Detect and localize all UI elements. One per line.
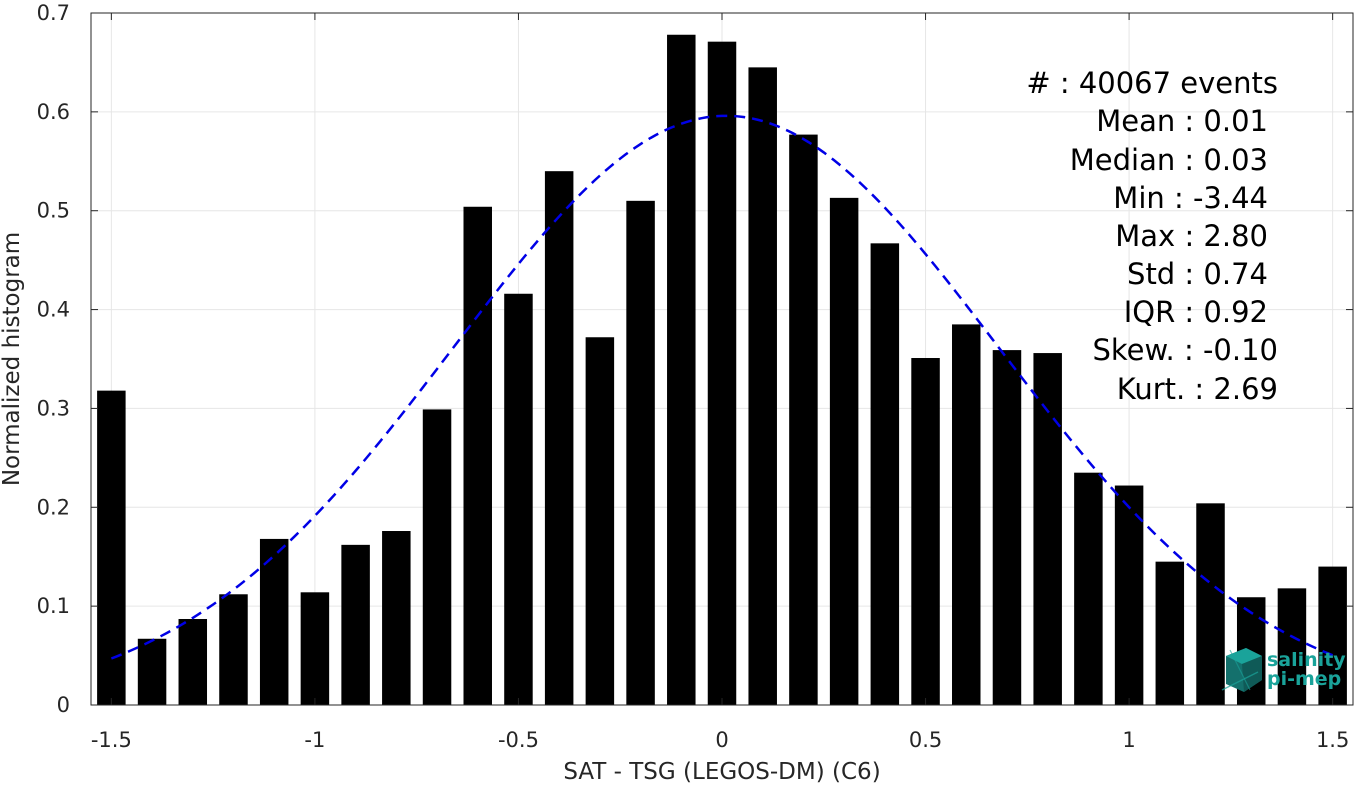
- histogram-bar: [544, 171, 574, 705]
- stat-kurt: Kurt. : 2.69: [1117, 372, 1278, 406]
- x-tick-label: 1: [1122, 728, 1135, 752]
- y-tick-label: 0: [57, 693, 70, 717]
- x-tick-label: 0.5: [909, 728, 942, 752]
- y-tick-labels: 0 0.1 0.2 0.3 0.4 0.5 0.6 0.7: [37, 1, 70, 717]
- stat-min: Min : -3.44: [1113, 181, 1268, 215]
- histogram-bar: [1196, 503, 1225, 705]
- histogram-bar: [952, 324, 981, 705]
- y-tick-label: 0.4: [37, 298, 70, 322]
- histogram-bar: [626, 200, 655, 706]
- stat-std: Std : 0.74: [1127, 257, 1268, 291]
- histogram-bar: [422, 409, 452, 705]
- histogram-bar: [259, 538, 289, 705]
- histogram-bar: [137, 638, 167, 705]
- histogram-bar: [748, 67, 777, 705]
- histogram-bar: [992, 350, 1022, 705]
- x-tick-label: -1.5: [91, 728, 132, 752]
- x-tick-label: 0: [715, 728, 728, 752]
- histogram-bar: [585, 337, 615, 705]
- histogram-bars: [97, 34, 1347, 706]
- cube-logo-icon: [1221, 648, 1262, 692]
- histogram-bar: [1277, 588, 1307, 705]
- x-tick-label: -1: [304, 728, 325, 752]
- histogram-bar: [870, 243, 900, 705]
- histogram-bar: [1033, 353, 1062, 705]
- y-tick-label: 0.1: [37, 594, 70, 618]
- histogram-bar: [1114, 485, 1144, 705]
- histogram-bar: [667, 34, 696, 705]
- x-tick-label: -0.5: [498, 728, 539, 752]
- y-tick-label: 0.2: [37, 495, 70, 519]
- histogram-bar: [300, 592, 330, 705]
- histogram-bar: [707, 41, 737, 705]
- y-tick-label: 0.5: [37, 199, 70, 223]
- salinity-pimep-logo: salinity pi-mep: [1221, 648, 1346, 692]
- normal-fit-curve: [110, 114, 1334, 660]
- histogram-bar: [1155, 561, 1185, 705]
- histogram-bar: [1074, 472, 1103, 705]
- histogram-bar: [178, 618, 208, 705]
- logo-line2: pi-mep: [1267, 668, 1341, 690]
- histogram-bar: [97, 390, 126, 705]
- axis-ticks: [91, 12, 1353, 706]
- histogram-bar: [463, 206, 492, 705]
- stat-skew: Skew. : -0.10: [1092, 333, 1278, 367]
- histogram-bar: [382, 531, 411, 705]
- y-tick-label: 0.7: [37, 1, 70, 25]
- statistics-box: # : 40067 events Mean : 0.01 Median : 0.…: [1026, 66, 1278, 406]
- histogram-bar: [829, 197, 859, 705]
- stat-max: Max : 2.80: [1115, 219, 1268, 253]
- histogram-bar: [1318, 566, 1347, 705]
- histogram-bar: [504, 293, 533, 705]
- x-axis-label: SAT - TSG (LEGOS-DM) (C6): [563, 759, 880, 785]
- stat-count: # : 40067 events: [1026, 66, 1278, 100]
- histogram-bar: [341, 544, 370, 705]
- y-axis-label: Normalized histogram: [0, 232, 25, 486]
- histogram-bar: [789, 134, 818, 705]
- histogram-bar: [219, 594, 248, 705]
- stat-iqr: IQR : 0.92: [1124, 295, 1268, 329]
- y-tick-label: 0.3: [37, 396, 70, 420]
- logo-line1: salinity: [1267, 649, 1346, 671]
- stat-median: Median : 0.03: [1070, 143, 1268, 177]
- y-tick-label: 0.6: [37, 100, 70, 124]
- histogram-bar: [911, 358, 940, 705]
- stat-mean: Mean : 0.01: [1096, 104, 1268, 138]
- x-tick-label: 1.5: [1316, 728, 1349, 752]
- x-tick-labels: -1.5 -1 -0.5 0 0.5 1 1.5: [91, 728, 1349, 752]
